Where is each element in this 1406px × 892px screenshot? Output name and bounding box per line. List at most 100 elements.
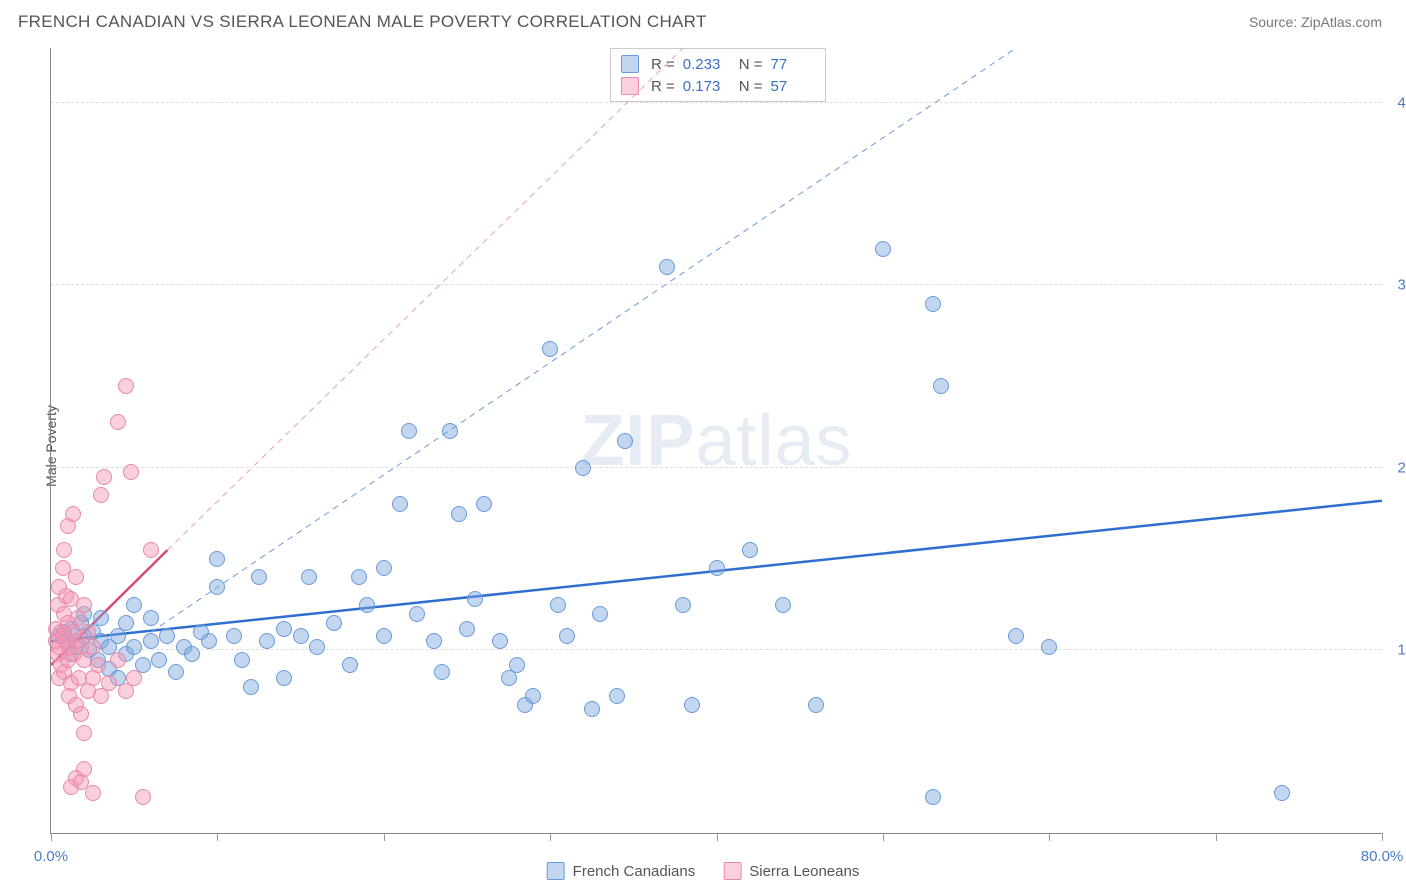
data-point: [467, 591, 483, 607]
bottom-legend: French Canadians Sierra Leoneans: [547, 862, 860, 880]
stats-legend-box: R = 0.233 N = 77 R = 0.173 N = 57: [610, 48, 826, 102]
data-point: [550, 597, 566, 613]
data-point: [251, 569, 267, 585]
data-point: [933, 378, 949, 394]
data-point: [73, 706, 89, 722]
data-point: [65, 506, 81, 522]
data-point: [243, 679, 259, 695]
data-point: [326, 615, 342, 631]
data-point: [93, 487, 109, 503]
data-point: [110, 414, 126, 430]
data-point: [359, 597, 375, 613]
data-point: [85, 639, 101, 655]
data-point: [376, 628, 392, 644]
data-point: [426, 633, 442, 649]
data-point: [525, 688, 541, 704]
data-point: [143, 542, 159, 558]
data-point: [151, 652, 167, 668]
data-point: [201, 633, 217, 649]
x-tick-label: 0.0%: [34, 848, 68, 865]
x-tick: [217, 833, 218, 841]
data-point: [709, 560, 725, 576]
data-point: [742, 542, 758, 558]
gridline: [51, 102, 1382, 103]
data-point: [276, 670, 292, 686]
data-point: [56, 542, 72, 558]
data-point: [925, 296, 941, 312]
data-point: [96, 469, 112, 485]
data-point: [143, 610, 159, 626]
data-point: [76, 761, 92, 777]
data-point: [143, 633, 159, 649]
data-point: [90, 657, 106, 673]
data-point: [126, 639, 142, 655]
data-point: [808, 697, 824, 713]
data-point: [925, 789, 941, 805]
data-point: [110, 652, 126, 668]
data-point: [123, 464, 139, 480]
chart-source: Source: ZipAtlas.com: [1249, 14, 1382, 30]
data-point: [675, 597, 691, 613]
data-point: [376, 560, 392, 576]
data-point: [126, 597, 142, 613]
data-point: [301, 569, 317, 585]
y-tick-label: 20.0%: [1390, 459, 1406, 476]
gridline: [51, 467, 1382, 468]
data-point: [93, 610, 109, 626]
y-tick-label: 40.0%: [1390, 94, 1406, 111]
data-point: [118, 615, 134, 631]
data-point: [101, 675, 117, 691]
data-point: [351, 569, 367, 585]
data-point: [68, 569, 84, 585]
trendlines-svg: [51, 48, 1382, 833]
x-tick-label: 80.0%: [1361, 848, 1404, 865]
data-point: [559, 628, 575, 644]
data-point: [392, 496, 408, 512]
data-point: [476, 496, 492, 512]
data-point: [401, 423, 417, 439]
data-point: [276, 621, 292, 637]
legend-label-2: Sierra Leoneans: [749, 863, 859, 880]
data-point: [259, 633, 275, 649]
data-point: [492, 633, 508, 649]
data-point: [434, 664, 450, 680]
swatch-series1-bottom: [547, 862, 565, 880]
data-point: [209, 551, 225, 567]
data-point: [584, 701, 600, 717]
data-point: [442, 423, 458, 439]
legend-item-1: French Canadians: [547, 862, 696, 880]
scatter-chart: ZIPatlas R = 0.233 N = 77 R = 0.173 N = …: [50, 48, 1382, 834]
data-point: [875, 241, 891, 257]
data-point: [309, 639, 325, 655]
data-point: [126, 670, 142, 686]
data-point: [409, 606, 425, 622]
data-point: [542, 341, 558, 357]
data-point: [159, 628, 175, 644]
data-point: [85, 785, 101, 801]
y-tick-label: 10.0%: [1390, 642, 1406, 659]
data-point: [592, 606, 608, 622]
gridline: [51, 649, 1382, 650]
legend-label-1: French Canadians: [573, 863, 696, 880]
swatch-series2-bottom: [723, 862, 741, 880]
data-point: [118, 378, 134, 394]
gridline: [51, 284, 1382, 285]
data-point: [184, 646, 200, 662]
chart-header: FRENCH CANADIAN VS SIERRA LEONEAN MALE P…: [0, 0, 1406, 40]
data-point: [76, 597, 92, 613]
swatch-series1: [621, 55, 639, 73]
x-tick: [1216, 833, 1217, 841]
data-point: [659, 259, 675, 275]
stats-row-2: R = 0.173 N = 57: [621, 75, 815, 97]
swatch-series2: [621, 77, 639, 95]
x-tick: [1382, 833, 1383, 841]
data-point: [135, 789, 151, 805]
x-tick: [1049, 833, 1050, 841]
data-point: [1041, 639, 1057, 655]
x-tick: [51, 833, 52, 841]
data-point: [80, 624, 96, 640]
data-point: [168, 664, 184, 680]
data-point: [234, 652, 250, 668]
data-point: [459, 621, 475, 637]
data-point: [684, 697, 700, 713]
